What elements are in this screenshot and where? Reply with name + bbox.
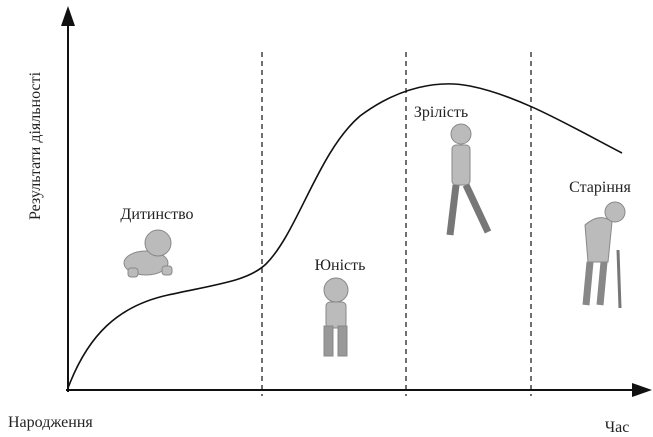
stage-label: Дитинство bbox=[120, 206, 193, 223]
stage-label: Старіння bbox=[569, 179, 631, 196]
x-axis-label: Час bbox=[605, 419, 630, 436]
y-axis-label: Результати діяльності bbox=[27, 71, 44, 220]
youth-figure bbox=[323, 277, 349, 357]
elder-figure bbox=[582, 201, 626, 309]
origin-label: Народження bbox=[8, 414, 93, 431]
stage-label: Юність bbox=[315, 257, 366, 274]
y-axis-arrow bbox=[61, 6, 75, 26]
baby-figure bbox=[123, 229, 173, 278]
x-axis-arrow bbox=[632, 383, 652, 397]
dividers bbox=[261, 52, 532, 396]
adult-figure bbox=[446, 123, 492, 236]
activity-curve bbox=[67, 83, 623, 389]
stage-label: Зрілість bbox=[414, 104, 468, 121]
